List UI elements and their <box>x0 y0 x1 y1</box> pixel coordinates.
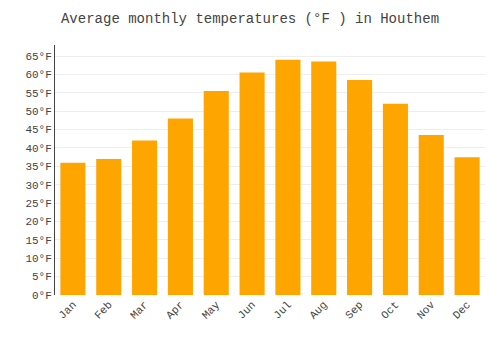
svg-text:30°F: 30°F <box>25 180 51 192</box>
svg-text:Feb: Feb <box>92 299 114 321</box>
svg-text:Oct: Oct <box>379 299 401 321</box>
svg-text:20°F: 20°F <box>25 216 51 228</box>
svg-text:Jun: Jun <box>236 299 258 321</box>
svg-text:25°F: 25°F <box>25 198 51 210</box>
svg-text:Jul: Jul <box>271 299 293 321</box>
svg-text:Sep: Sep <box>343 299 365 321</box>
svg-text:Aug: Aug <box>307 299 329 321</box>
svg-text:Jan: Jan <box>56 299 78 321</box>
svg-text:May: May <box>200 299 223 322</box>
svg-text:65°F: 65°F <box>25 51 51 63</box>
svg-text:Nov: Nov <box>415 299 438 322</box>
svg-text:Apr: Apr <box>164 299 186 321</box>
svg-text:40°F: 40°F <box>25 143 51 155</box>
svg-text:5°F: 5°F <box>32 271 52 283</box>
svg-text:15°F: 15°F <box>25 235 51 247</box>
svg-text:0°F: 0°F <box>32 290 52 302</box>
svg-text:55°F: 55°F <box>25 88 51 100</box>
svg-text:50°F: 50°F <box>25 106 51 118</box>
svg-text:45°F: 45°F <box>25 124 51 136</box>
svg-text:35°F: 35°F <box>25 161 51 173</box>
svg-text:Mar: Mar <box>128 299 150 321</box>
svg-text:60°F: 60°F <box>25 69 51 81</box>
svg-text:Average monthly temperatures (: Average monthly temperatures (°F ) in Ho… <box>61 11 439 27</box>
svg-text:Dec: Dec <box>451 299 473 321</box>
svg-text:10°F: 10°F <box>25 253 51 265</box>
